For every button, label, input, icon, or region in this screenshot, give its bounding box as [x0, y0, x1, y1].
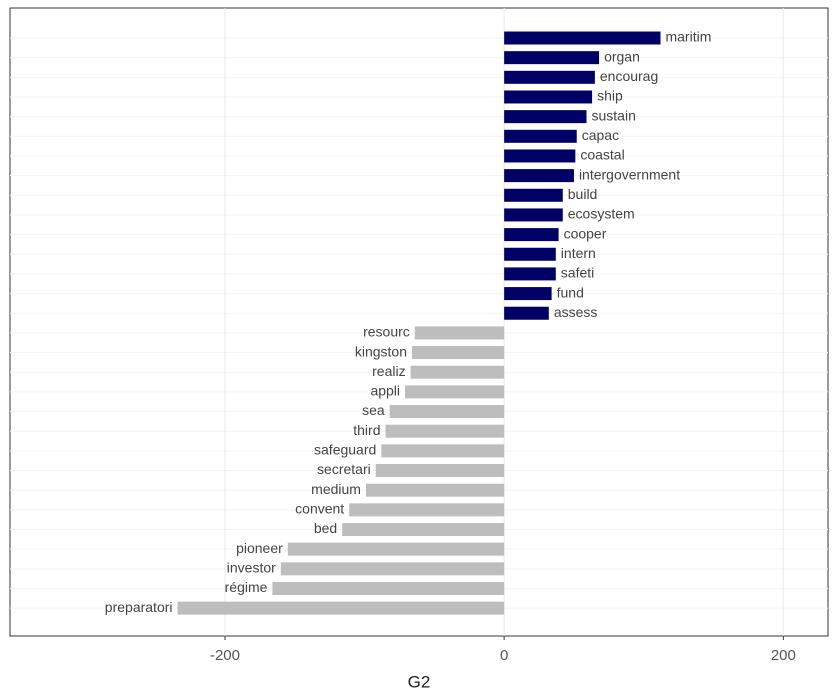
bar-label: convent	[295, 501, 344, 517]
bar-label: bed	[314, 520, 337, 536]
bar-label: secretari	[317, 461, 371, 477]
bar-label: safeguard	[314, 442, 376, 458]
bar	[405, 385, 505, 399]
bar	[414, 326, 505, 340]
x-axis-label: G2	[408, 672, 431, 691]
bar	[177, 601, 505, 615]
bar	[504, 208, 563, 222]
bar	[375, 464, 505, 478]
bar-label: kingston	[355, 343, 407, 359]
bar-label: cooper	[564, 225, 607, 241]
bar-label: maritim	[665, 29, 711, 45]
bar-label: coastal	[580, 147, 624, 163]
bar	[504, 90, 593, 104]
bar-label: sustain	[592, 107, 636, 123]
bar	[504, 129, 577, 143]
bar-label: build	[568, 186, 598, 202]
x-tick-label: 200	[771, 647, 796, 664]
bar-label: safeti	[561, 265, 594, 281]
bar	[389, 405, 505, 419]
bar	[381, 444, 505, 458]
bar	[287, 542, 505, 556]
bar-label: preparatori	[105, 599, 173, 615]
bar-label: investor	[227, 560, 276, 576]
bar	[385, 424, 505, 438]
bar	[504, 247, 556, 261]
bar-label: ship	[597, 88, 623, 104]
x-tick-label: 0	[500, 647, 508, 664]
bar-label: medium	[311, 481, 361, 497]
bar-label: realiz	[372, 363, 405, 379]
bar-label: régime	[225, 579, 268, 595]
bar-label: intergovernment	[579, 166, 680, 182]
bar	[504, 31, 661, 45]
bar	[504, 306, 549, 320]
bar-label: ecosystem	[568, 206, 635, 222]
bar-label: resourc	[363, 324, 410, 340]
bar	[412, 346, 505, 360]
bar-label: intern	[561, 245, 596, 261]
bar	[410, 365, 505, 379]
plot-frame	[9, 7, 829, 637]
bar-label: fund	[557, 284, 584, 300]
bar	[504, 169, 574, 183]
bar	[504, 70, 595, 84]
bar	[504, 267, 556, 281]
bar-label: encourag	[600, 68, 658, 84]
bar	[504, 287, 552, 301]
bar	[349, 503, 505, 517]
x-tick-label: -200	[210, 647, 240, 664]
bar	[365, 483, 505, 497]
bar-label: capac	[582, 127, 619, 143]
bar-label: appli	[370, 383, 400, 399]
bar-label: third	[353, 422, 380, 438]
bar	[342, 523, 505, 536]
bar-label: pioneer	[236, 540, 283, 556]
bar	[504, 110, 587, 124]
bar	[280, 562, 505, 576]
bar-label: sea	[362, 402, 385, 418]
bar	[272, 581, 505, 595]
bar	[504, 228, 559, 242]
bar-label: assess	[554, 304, 598, 320]
bar	[504, 149, 576, 163]
bar	[504, 51, 600, 65]
bar-label: organ	[604, 48, 640, 64]
bar	[504, 188, 563, 202]
